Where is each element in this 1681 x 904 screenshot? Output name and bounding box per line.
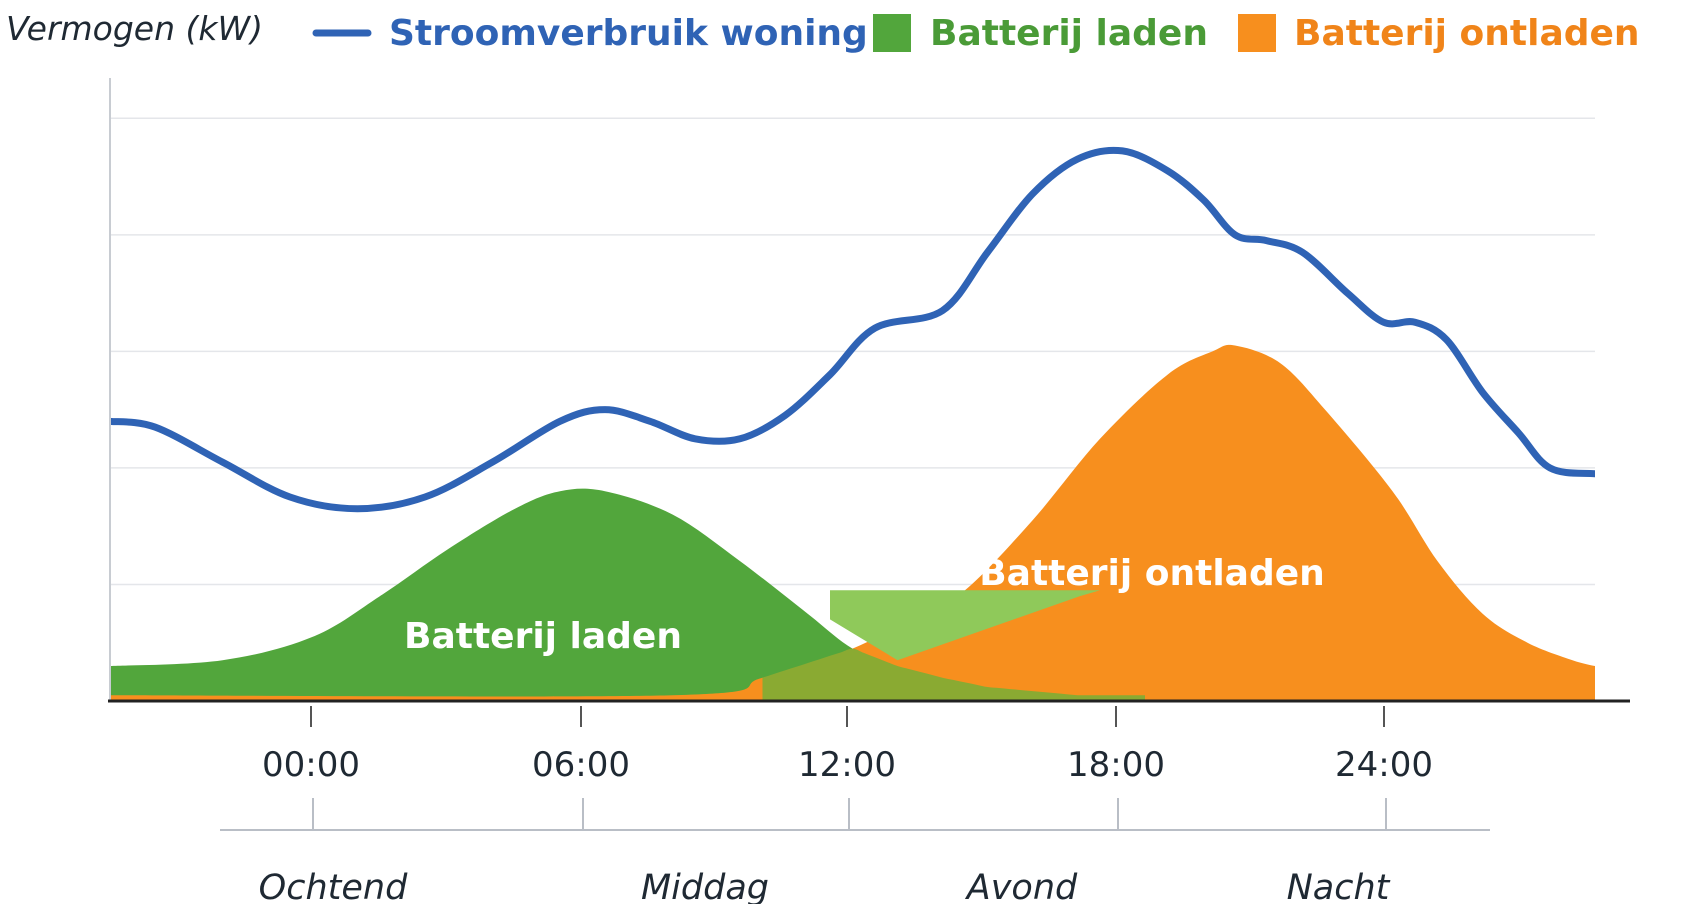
period-labels: Ochtend Middag Avond Nacht (259, 868, 1391, 904)
label-batterij-ontladen: Batterij ontladen (979, 553, 1325, 594)
label-batterij-laden: Batterij laden (404, 616, 682, 657)
period-label: Nacht (1287, 868, 1391, 904)
period-label: Ochtend (259, 868, 408, 904)
x-tick-label: 18:00 (1067, 745, 1165, 785)
legend-swatch-laden (873, 14, 911, 52)
y-axis-label: Vermogen (kW) (6, 9, 263, 48)
legend-label-verbruik: Stroomverbruik woning (389, 13, 868, 54)
line-stroomverbruik (110, 146, 1595, 513)
x-tick-label: 12:00 (798, 745, 896, 785)
area-overlap (762, 648, 1145, 700)
legend-swatch-ontladen (1238, 14, 1276, 52)
period-label: Avond (965, 868, 1078, 904)
area-batterij-ontladen (110, 344, 1595, 700)
x-ticks: 00:00 06:00 12:00 18:00 24:00 (262, 706, 1433, 831)
area-batterij-laden (110, 488, 1595, 700)
legend-label-laden: Batterij laden (930, 13, 1208, 54)
legend: Stroomverbruik woning Batterij laden Bat… (312, 13, 1640, 54)
area-overlap-band (830, 590, 1100, 661)
x-tick-label: 00:00 (262, 745, 360, 785)
period-label: Middag (641, 868, 769, 904)
x-tick-label: 06:00 (532, 745, 630, 785)
x-tick-label: 24:00 (1335, 745, 1433, 785)
legend-label-ontladen: Batterij ontladen (1294, 13, 1640, 54)
gridlines (110, 117, 1595, 586)
